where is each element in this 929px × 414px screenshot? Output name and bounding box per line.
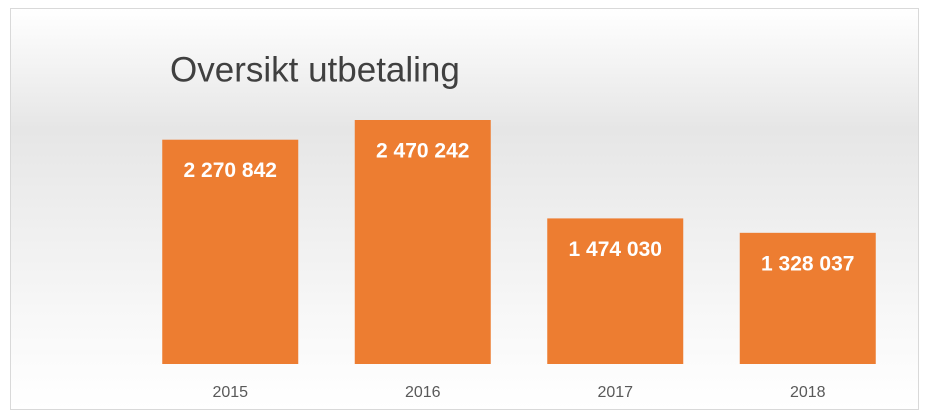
x-tick-label: 2016 bbox=[405, 384, 441, 401]
bar bbox=[547, 218, 684, 364]
data-label: 1 474 030 bbox=[569, 238, 662, 261]
bar bbox=[162, 139, 299, 364]
data-label: 1 328 037 bbox=[761, 252, 854, 275]
x-tick-label: 2015 bbox=[212, 384, 248, 401]
data-label: 2 270 842 bbox=[184, 159, 277, 182]
data-label: 2 470 242 bbox=[376, 140, 469, 163]
x-tick-label: 2018 bbox=[790, 384, 826, 401]
chart-title: Oversikt utbetaling bbox=[170, 50, 460, 89]
bar bbox=[739, 232, 876, 364]
x-tick-label: 2017 bbox=[597, 384, 633, 401]
bar bbox=[354, 120, 491, 364]
